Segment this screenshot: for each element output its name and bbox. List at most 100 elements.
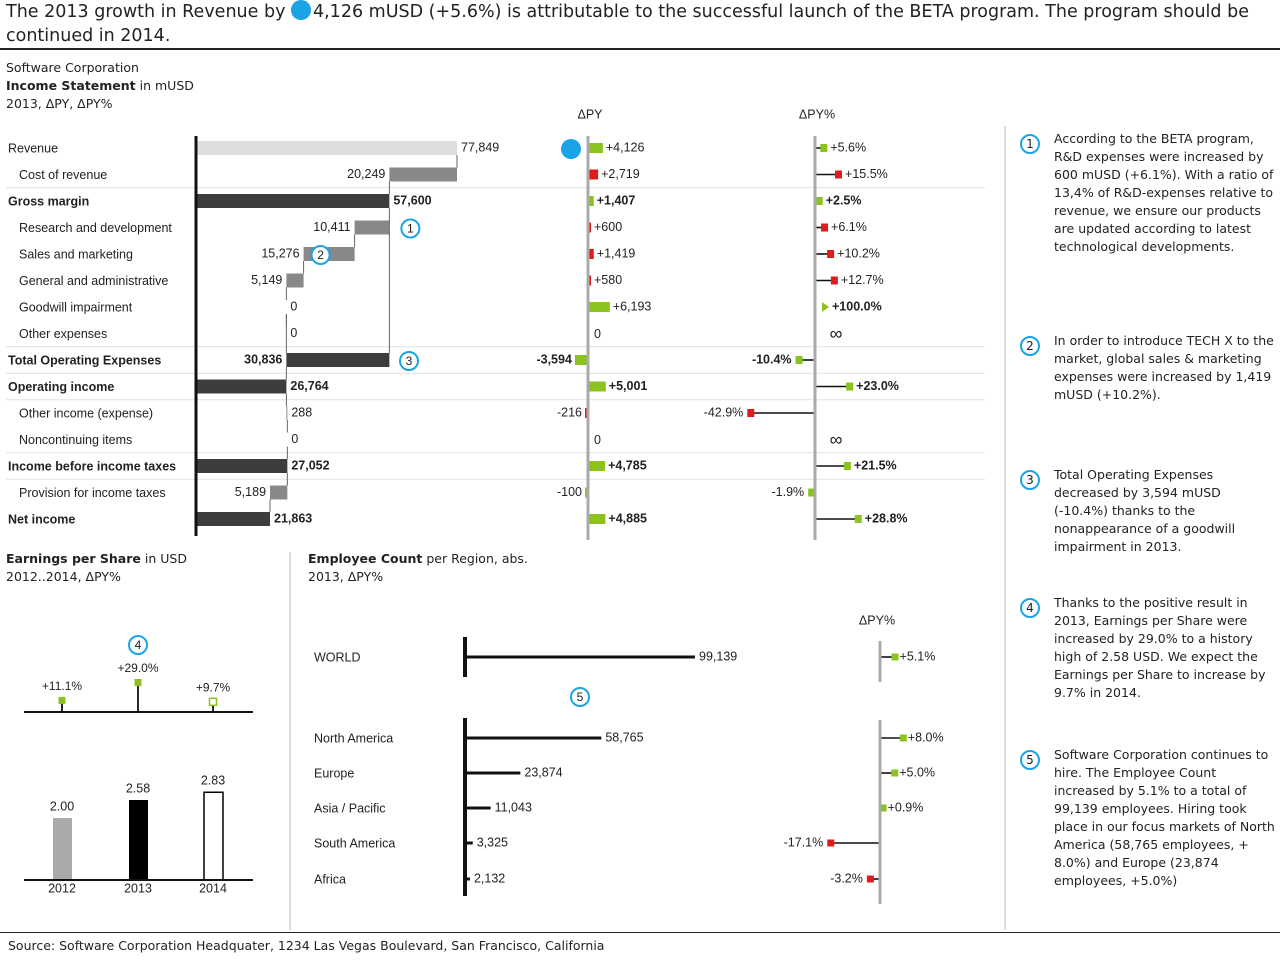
eps-value-label: 2.00 — [50, 799, 74, 813]
income-bar — [197, 512, 271, 526]
dpy-label: +4,885 — [608, 511, 647, 525]
income-row-label: Operating income — [8, 380, 114, 394]
income-row-label: Goodwill impairment — [19, 300, 133, 314]
employee-value-label: 99,139 — [699, 649, 737, 663]
eps-bar — [203, 791, 224, 881]
dpyp-head — [854, 515, 862, 523]
employee-region-label: Africa — [314, 872, 346, 886]
dpy-header: ΔPY — [577, 107, 603, 121]
dpy-label: +6,193 — [613, 299, 652, 313]
eps-dpyp-label: +29.0% — [117, 661, 158, 675]
dpyp-label: -10.4% — [752, 352, 792, 366]
revenue-marker-icon — [290, 0, 311, 20]
dpy-label: +2,719 — [601, 167, 640, 181]
dpyp-label: +10.2% — [837, 246, 880, 260]
income-row-label: Noncontinuing items — [19, 433, 132, 447]
eps-value-label: 2.58 — [126, 781, 150, 795]
eps-bar — [129, 800, 148, 880]
income-value-label: 10,411 — [313, 220, 350, 234]
dpy-bar — [585, 487, 587, 498]
income-title: Income Statement — [6, 78, 136, 93]
income-value-label: 288 — [291, 405, 312, 419]
income-value-label: 77,849 — [461, 140, 499, 154]
income-value-label: 0 — [290, 299, 297, 313]
eps-subtitle: 2012..2014, ΔPY% — [6, 569, 121, 584]
dpyp-label: +12.7% — [841, 273, 884, 287]
income-bar — [197, 379, 287, 394]
employee-title-block: Employee Count per Region, abs. 2013, ΔP… — [308, 550, 528, 586]
income-value-label: 30,836 — [244, 352, 282, 366]
income-value-label: 57,600 — [393, 193, 431, 207]
income-subtitle: 2013, ΔPY, ΔPY% — [6, 96, 113, 111]
employee-value-label: 23,874 — [524, 765, 562, 779]
income-bar — [197, 141, 457, 155]
employee-value-label: 3,325 — [477, 835, 508, 849]
employee-dpyp-label: +5.0% — [899, 765, 935, 779]
dpy-label: 0 — [594, 433, 601, 447]
dpyp-head — [827, 250, 835, 258]
dpyp-head — [830, 276, 838, 285]
dpyp-label: +5.6% — [830, 140, 866, 154]
dpyp-head — [835, 170, 843, 179]
comment-badge: 5 — [1020, 750, 1040, 770]
note-badge-5-number: 5 — [577, 690, 584, 704]
dpyp-label: +6.1% — [831, 220, 867, 234]
eps-title-block: Earnings per Share in USD 2012..2014, ΔP… — [6, 550, 187, 586]
employee-dpyp-label: +8.0% — [908, 730, 944, 744]
comment-text: According to the BETA program, R&D expen… — [1054, 131, 1274, 254]
dpyp-label: +15.5% — [845, 167, 888, 181]
dpy-label: +600 — [594, 220, 622, 234]
income-row-label: Revenue — [8, 141, 58, 155]
income-row-label: Other expenses — [19, 327, 107, 341]
dpy-label: +4,126 — [606, 140, 645, 154]
income-row-label: Provision for income taxes — [19, 486, 166, 500]
dpy-bar — [589, 302, 610, 312]
dpyp-label: -42.9% — [704, 405, 744, 419]
employee-region-label: North America — [314, 731, 393, 745]
dpy-label: -216 — [557, 405, 582, 419]
eps-dpyp-head — [208, 697, 218, 707]
income-bar — [286, 406, 288, 420]
employee-title: Employee Count — [308, 551, 423, 566]
note-badge-2 — [310, 245, 331, 265]
income-value-label: 15,276 — [261, 246, 299, 260]
comment-badge: 2 — [1020, 336, 1040, 356]
dpy-label: 0 — [594, 327, 601, 341]
dpyp-arrow — [822, 302, 829, 312]
income-unit: in mUSD — [135, 78, 194, 93]
dpyp-label: +21.5% — [854, 458, 897, 472]
income-row-label: Other income (expense) — [19, 406, 153, 420]
note-badge-5 — [570, 687, 590, 707]
eps-dpyp-label: +11.1% — [42, 679, 82, 693]
dpy-label: +4,785 — [608, 458, 647, 472]
employee-subtitle: 2013, ΔPY% — [308, 569, 384, 584]
dpyp-head — [846, 382, 854, 391]
eps-title: Earnings per Share — [6, 551, 141, 566]
revenue-highlight-dot — [561, 139, 581, 159]
dpy-bar — [589, 461, 606, 471]
income-row-label: Net income — [8, 512, 75, 526]
note-badge-2-number: 2 — [317, 248, 324, 262]
income-row-label: Total Operating Expenses — [8, 353, 161, 367]
dpyp-label: +2.5% — [826, 193, 862, 207]
income-value-label: 20,249 — [347, 167, 385, 181]
dpy-label: -100 — [557, 485, 582, 499]
headline-divider — [0, 48, 1280, 50]
dpy-bar — [574, 355, 587, 365]
dpy-bar — [585, 408, 587, 418]
dpy-bar — [589, 196, 594, 206]
employee-dpyp-header: ΔPY% — [859, 613, 895, 627]
dpyp-head — [808, 488, 816, 497]
employee-dpyp-label: +5.1% — [900, 649, 936, 663]
dpyp-head — [843, 462, 851, 470]
income-row-label: Sales and marketing — [19, 247, 133, 261]
income-bar — [286, 353, 390, 367]
income-row-label: Gross margin — [8, 194, 89, 208]
employee-region-label: South America — [314, 836, 395, 850]
employee-dpyp-head — [891, 769, 899, 777]
dpyp-head — [821, 223, 829, 232]
dpy-bar — [589, 143, 603, 153]
employee-value-label: 58,765 — [605, 730, 643, 744]
income-bar — [389, 167, 457, 182]
